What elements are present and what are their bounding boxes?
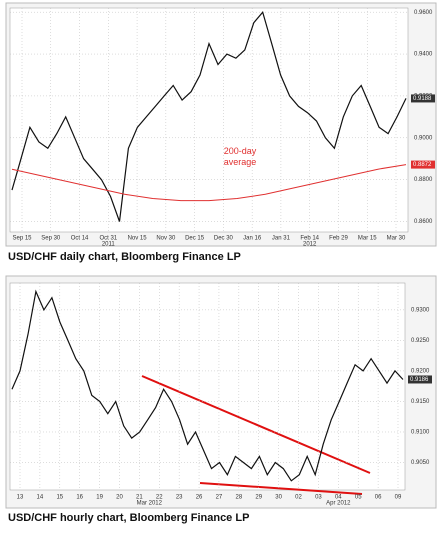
x-tick-label: 09 — [395, 495, 402, 501]
y-tick-label: 0.9000 — [414, 135, 433, 141]
x-sub-label: 2012 — [303, 242, 317, 248]
x-tick-label: 04 — [335, 495, 342, 501]
trend-line — [199, 482, 363, 495]
x-sub-label: 2011 — [102, 242, 116, 248]
y-tick-label: 0.8600 — [414, 219, 433, 225]
x-tick-label: 05 — [355, 495, 362, 501]
x-tick-label: 22 — [156, 495, 163, 501]
x-tick-label: 16 — [76, 495, 83, 501]
y-tick-label: 0.9150 — [411, 399, 430, 405]
y-tick-label: 0.8800 — [414, 177, 433, 183]
x-tick-label: 21 — [136, 495, 143, 501]
chart-caption: USD/CHF hourly chart, Bloomberg Finance … — [8, 512, 249, 524]
x-tick-label: 26 — [196, 495, 203, 501]
x-sub-label: Apr 2012 — [326, 501, 351, 507]
x-tick-label: Sep 15 — [12, 236, 32, 242]
price-line — [11, 164, 407, 202]
last-value-box — [411, 160, 435, 169]
x-tick-label: Oct 31 — [99, 236, 117, 242]
x-tick-label: 23 — [176, 495, 183, 501]
x-tick-label: Dec 30 — [214, 236, 234, 242]
y-tick-label: 0.9600 — [414, 10, 433, 16]
x-tick-label: 06 — [375, 495, 382, 501]
x-tick-label: Oct 14 — [71, 236, 89, 242]
x-tick-label: 30 — [275, 495, 282, 501]
annotation: 200-day average — [224, 146, 257, 167]
y-tick-label: 0.9400 — [414, 52, 433, 58]
x-tick-label: 29 — [255, 495, 262, 501]
last-value-label: 0.8872 — [413, 162, 432, 168]
plot-area — [9, 282, 406, 491]
x-tick-label: Jan 31 — [272, 236, 291, 242]
y-tick-label: 0.9200 — [411, 369, 430, 375]
x-tick-label: Sep 30 — [41, 236, 61, 242]
x-tick-label: Mar 15 — [358, 236, 377, 242]
x-tick-label: 15 — [56, 495, 63, 501]
last-value-label: 0.9186 — [410, 377, 429, 383]
trend-line — [141, 375, 371, 474]
y-tick-label: 0.9100 — [411, 430, 430, 436]
last-value-box — [408, 375, 432, 384]
x-tick-label: Nov 15 — [128, 236, 148, 242]
x-tick-label: Nov 30 — [156, 236, 176, 242]
plot-area — [9, 7, 409, 233]
y-tick-label: 0.9050 — [411, 460, 430, 466]
x-tick-label: 27 — [216, 495, 223, 501]
x-tick-label: Jan 16 — [243, 236, 262, 242]
x-tick-label: Feb 29 — [329, 236, 348, 242]
price-line — [11, 10, 407, 222]
y-tick-label: 0.9250 — [411, 338, 430, 344]
x-tick-label: 20 — [116, 495, 123, 501]
last-value-box — [411, 94, 435, 103]
x-tick-label: 13 — [17, 495, 24, 501]
last-value-label: 0.9188 — [413, 96, 432, 102]
x-tick-label: 14 — [37, 495, 44, 501]
x-tick-label: Mar 30 — [387, 236, 406, 242]
x-tick-label: 02 — [295, 495, 302, 501]
x-tick-label: 19 — [96, 495, 103, 501]
x-tick-label: Dec 15 — [185, 236, 205, 242]
x-tick-label: Feb 14 — [300, 236, 319, 242]
y-tick-label: 0.9300 — [411, 307, 430, 313]
chart-caption: USD/CHF daily chart, Bloomberg Finance L… — [8, 251, 241, 263]
x-sub-label: Mar 2012 — [137, 501, 163, 507]
x-tick-label: 28 — [235, 495, 242, 501]
price-line — [11, 289, 404, 482]
x-tick-label: 03 — [315, 495, 322, 501]
